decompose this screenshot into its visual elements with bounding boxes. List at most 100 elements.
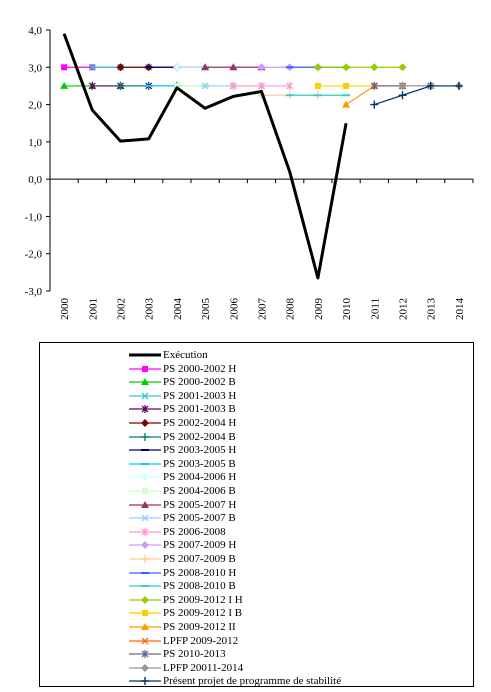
legend-swatch <box>129 353 161 357</box>
legend-label: PS 2000-2002 H <box>163 362 237 375</box>
legend-marker <box>141 623 149 630</box>
legend-item: PS 2007-2009 H <box>40 538 473 552</box>
legend-marker <box>141 514 149 522</box>
x-tick-label: 2011 <box>369 298 381 320</box>
legend-swatch <box>129 500 161 508</box>
legend-swatch <box>129 419 161 427</box>
data-point <box>370 100 379 109</box>
legend-label: LPFP 2009-2012 <box>163 634 239 647</box>
data-point <box>88 63 96 71</box>
legend-label: LPFP 20011-2014 <box>163 661 244 674</box>
legend-marker <box>141 555 149 563</box>
data-point <box>342 94 351 97</box>
data-point <box>342 100 351 108</box>
y-tick-label: -1,0 <box>25 211 43 223</box>
legend-label: PS 2003-2005 H <box>163 444 237 457</box>
legend-item: PS 2000-2002 H <box>40 362 473 376</box>
legend-marker <box>141 585 149 588</box>
legend-swatch <box>129 595 161 604</box>
line-chart: 4,0 3,0 2,0 1,0 0,0 -1,0 -2,0 -3,0 2000 2001 2002 2… <box>25 25 474 320</box>
data-point <box>313 94 322 97</box>
data-point <box>454 81 463 90</box>
legend-marker <box>141 378 149 386</box>
legend-item: PS 2010-2013 <box>40 647 473 661</box>
legend-item: LPFP 2009-2012 <box>40 634 473 648</box>
legend-swatch <box>129 527 161 536</box>
legend-label: PS 2009-2012 I B <box>163 607 243 620</box>
legend-item: Exécution <box>40 348 473 362</box>
y-tick-label: 3,0 <box>28 62 42 74</box>
legend-swatch <box>129 637 161 645</box>
x-tick-label: 2005 <box>200 298 212 321</box>
legend-item: PS 2001-2003 H <box>40 389 473 403</box>
x-tick-label: 2008 <box>285 298 297 321</box>
chart-axes <box>46 29 474 292</box>
x-tick-label: 2012 <box>398 298 410 320</box>
legend-label: PS 2010-2013 <box>163 648 226 661</box>
legend-marker <box>141 663 149 672</box>
legend-item: PS 2001-2003 B <box>40 402 473 416</box>
legend-swatch <box>129 623 161 630</box>
data-point <box>229 81 237 90</box>
series-18 <box>313 63 407 72</box>
data-point <box>398 81 407 90</box>
legend-label: PS 2008-2010 H <box>163 566 237 579</box>
legend-swatch <box>129 449 161 452</box>
legend-swatch <box>129 610 161 617</box>
legend-label: PS 2007-2009 B <box>163 553 236 565</box>
data-point <box>313 63 322 72</box>
legend-swatch <box>129 555 161 563</box>
legend-label: PS 2008-2010 B <box>163 580 236 593</box>
x-tick-label: 2007 <box>257 298 269 321</box>
y-tick-label: 2,0 <box>28 100 42 112</box>
legend-swatch <box>129 432 161 441</box>
legend-marker <box>141 677 149 686</box>
data-point <box>370 63 379 72</box>
y-tick-label: 1,0 <box>28 137 42 149</box>
legend-marker <box>141 595 149 604</box>
legend-label: PS 2009-2012 I H <box>163 593 243 606</box>
legend-item: Présent projet de programme de stabilité <box>40 674 473 688</box>
legend-swatch <box>129 663 161 672</box>
legend-label: Exécution <box>163 349 208 361</box>
y-tick-label: 4,0 <box>28 25 42 37</box>
x-tick-label: 2013 <box>426 298 438 321</box>
legend-item: PS 2008-2010 B <box>40 579 473 593</box>
data-point <box>173 82 180 89</box>
chart-tick-labels: 4,0 3,0 2,0 1,0 0,0 -1,0 -2,0 -3,0 2000 2001 2002 2… <box>25 25 466 320</box>
legend-swatch <box>129 392 161 400</box>
data-point <box>201 63 210 71</box>
legend-label: PS 2007-2009 H <box>163 539 237 552</box>
data-point <box>61 64 68 71</box>
legend-marker <box>142 365 148 372</box>
data-point <box>60 81 69 89</box>
legend-swatch <box>129 585 161 588</box>
data-point <box>116 81 125 90</box>
legend-marker <box>141 541 149 550</box>
data-point <box>398 91 407 100</box>
series-line <box>62 33 348 280</box>
data-point <box>286 81 294 90</box>
legend-label: PS 2002-2004 B <box>163 430 236 443</box>
legend-swatch <box>129 571 161 574</box>
legend-item: PS 2005-2007 B <box>40 511 473 525</box>
data-point <box>285 94 294 97</box>
legend-marker <box>142 610 148 617</box>
legend-label: PS 2001-2003 H <box>163 389 237 402</box>
legend-label: PS 2000-2002 B <box>163 376 236 389</box>
legend-marker <box>141 473 149 482</box>
legend-marker <box>141 527 149 536</box>
series-11 <box>201 63 266 71</box>
x-tick-label: 2006 <box>228 298 240 321</box>
series-17 <box>285 94 351 97</box>
legend-label: PS 2009-2012 II <box>163 621 236 633</box>
legend-label: PS 2001-2003 B <box>163 403 236 416</box>
legend-swatch <box>129 488 161 494</box>
data-point <box>144 66 153 69</box>
data-point <box>116 63 125 72</box>
series-line <box>374 85 459 106</box>
legend-marker <box>142 488 148 494</box>
legend-swatch <box>129 405 161 414</box>
data-point <box>201 82 209 90</box>
data-point <box>229 63 238 71</box>
